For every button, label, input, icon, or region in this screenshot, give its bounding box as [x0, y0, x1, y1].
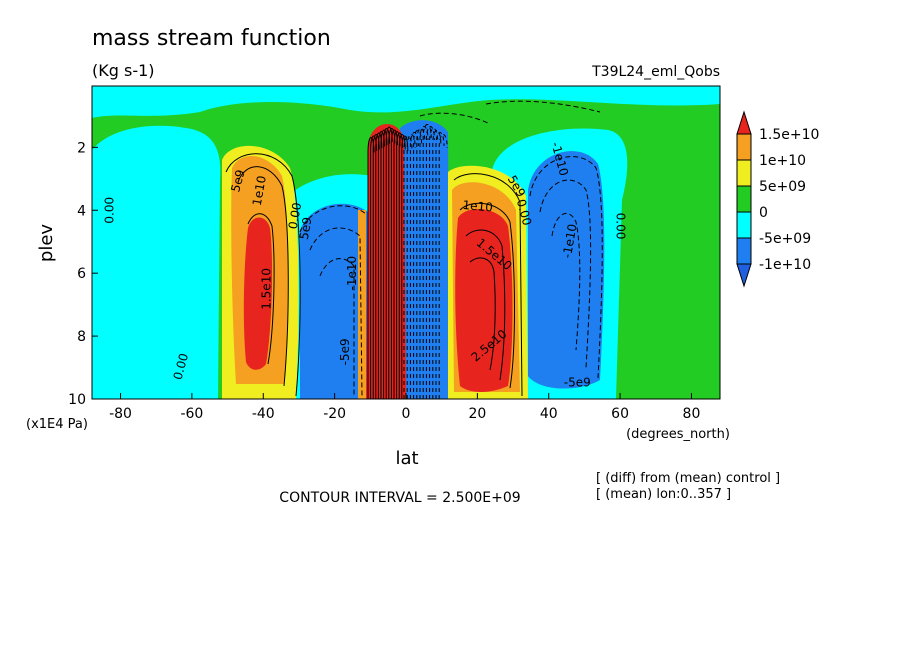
contour-label-13: 0.00: [514, 198, 534, 227]
y-tick-label-4: 10: [68, 392, 86, 408]
x-axis: -80 -60 -40 -20 0 20 40 60 80: [109, 393, 700, 422]
region-blue-equator-cell: [398, 120, 450, 399]
dense-contour-blue-5: [419, 126, 429, 399]
dense-contour-red-12: [398, 134, 406, 399]
x-tick-label-6: 40: [540, 406, 558, 422]
dense-contour-red-4: [377, 131, 385, 399]
region-red-nh-cell: [455, 208, 513, 392]
colorbar-swatch-3: [736, 185, 752, 213]
region-red-sh-cell: [243, 217, 273, 370]
contour-label-5: 5e9: [297, 216, 315, 241]
colorbar-swatch-5: [736, 237, 752, 265]
y-axis-units: (x1E4 Pa): [26, 417, 88, 432]
contour-label-17: -5e9: [564, 375, 591, 389]
dense-contour-blue-9: [432, 130, 442, 399]
contour-label-16: 0.00: [614, 213, 628, 240]
contour-label-4: 0.00: [286, 201, 304, 230]
colorbar-label-1: 1e+10: [759, 153, 806, 169]
colorbar-top-arrow: [736, 110, 752, 135]
dense-contour-red-5: [380, 129, 388, 399]
contour-label-2: 1e10: [250, 175, 269, 207]
dense-contour-blue-3: [413, 130, 423, 399]
note-mean: [ (mean) lon:0..357 ]: [596, 487, 731, 502]
dense-contour-blue-10: [435, 132, 445, 399]
x-tick-label-7: 60: [611, 406, 629, 422]
colorbar-label-0: 1.5e+10: [759, 127, 819, 143]
colorbar-label-5: -1e+10: [759, 257, 811, 273]
dense-contour-red-3: [375, 132, 383, 399]
x-tick-label-2: -40: [252, 406, 275, 422]
contour-label-7: -1e10: [345, 256, 359, 291]
dense-contour-blue-0: [403, 136, 413, 399]
contour-label-3: 1.5e10: [259, 268, 273, 310]
dense-contour-blue-11: [438, 134, 448, 399]
y-axis: 2 4 6 8 10: [68, 140, 98, 408]
colorbar-bottom-arrow: [736, 263, 752, 288]
contour-interval: CONTOUR INTERVAL = 2.500E+09: [279, 490, 520, 506]
colorbar: 1.5e+10 1e+10 5e+09 0 -5e+09 -1e+10: [736, 110, 819, 288]
x-tick-label-8: 80: [683, 406, 701, 422]
dense-contour-blue-4: [416, 128, 426, 399]
dense-contour-blue-2: [409, 132, 419, 399]
dense-contour-blue-7: [425, 126, 435, 399]
chart-title: mass stream function: [92, 26, 331, 51]
contour-label-1: 5e9: [228, 168, 247, 194]
colorbar-label-2: 5e+09: [759, 179, 806, 195]
note-diff: [ (diff) from (mean) control ]: [596, 471, 780, 486]
dense-contour-blue-6: [422, 124, 432, 399]
colorbar-swatch-4: [736, 211, 752, 239]
y-tick-label-0: 2: [77, 140, 86, 156]
region-cyan-top: [92, 86, 720, 118]
region-blue-nh-cell: [528, 151, 605, 389]
contour-label-9: 1e10: [462, 198, 493, 215]
x-tick-label-3: -20: [323, 406, 346, 422]
y-tick-label-3: 8: [77, 329, 86, 345]
x-tick-label-0: -80: [109, 406, 132, 422]
contour-label-0: 0.00: [102, 197, 116, 224]
colorbar-label-4: -5e+09: [759, 231, 811, 247]
y-tick-label-2: 6: [77, 266, 86, 282]
y-axis-title: plev: [36, 224, 57, 263]
colorbar-swatch-1: [736, 133, 752, 161]
dense-contour-red-1: [370, 135, 378, 399]
negative-contour-lines: [299, 100, 603, 397]
y-tick-label-1: 4: [77, 203, 86, 219]
run-label: T39L24_eml_Qobs: [591, 64, 720, 80]
colorbar-label-3: 0: [759, 205, 768, 221]
dense-contour-blue-1: [406, 134, 416, 399]
x-tick-label-4: 0: [402, 406, 411, 422]
contour-label-15: -1e10: [560, 223, 580, 260]
x-axis-title: lat: [395, 448, 418, 469]
x-tick-label-5: 20: [468, 406, 486, 422]
contour-label-8: -5e9: [338, 338, 352, 365]
x-axis-units: (degrees_north): [626, 427, 730, 442]
contour-label-6: 0.00: [171, 352, 191, 381]
region-cyan-sh-polar: [92, 125, 221, 399]
contour-lines: [225, 153, 523, 397]
x-tick-label-1: -60: [180, 406, 203, 422]
chart-units: (Kg s-1): [92, 61, 155, 80]
dense-contour-red-2: [372, 134, 380, 399]
contour-plot-area: [92, 86, 720, 399]
colorbar-swatch-2: [736, 159, 752, 187]
dense-contour-red-0: [367, 137, 375, 399]
dense-equatorial-contours: [367, 124, 448, 399]
